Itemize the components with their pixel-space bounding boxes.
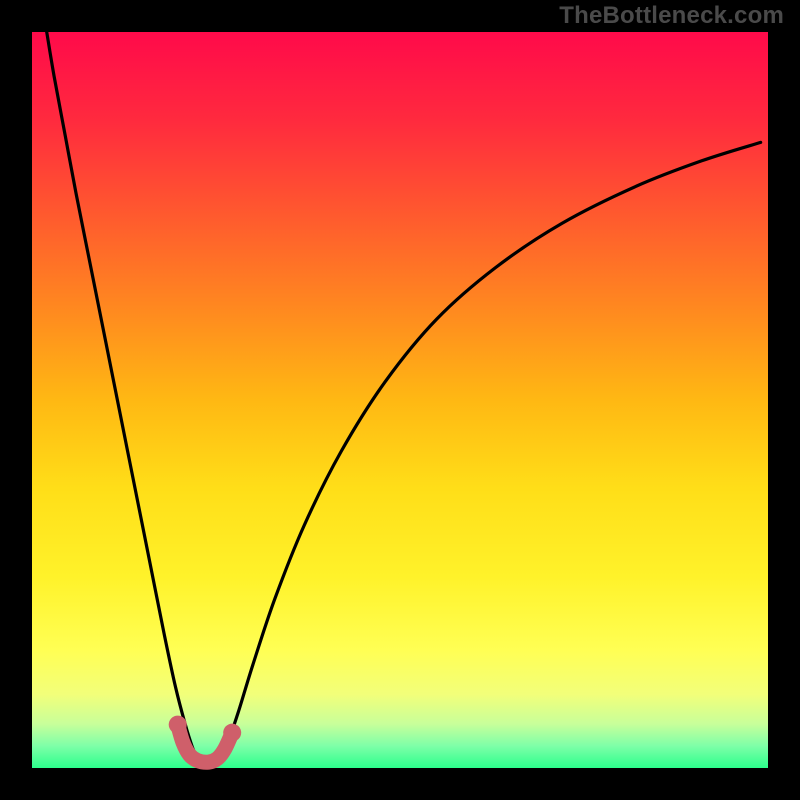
right-curve xyxy=(220,142,761,759)
chart-container: TheBottleneck.com xyxy=(0,0,800,800)
left-curve xyxy=(47,32,198,759)
band-endpoint-right xyxy=(223,724,241,742)
curve-overlay xyxy=(0,0,800,800)
band-endpoint-left xyxy=(169,716,187,734)
watermark-text: TheBottleneck.com xyxy=(559,2,784,30)
